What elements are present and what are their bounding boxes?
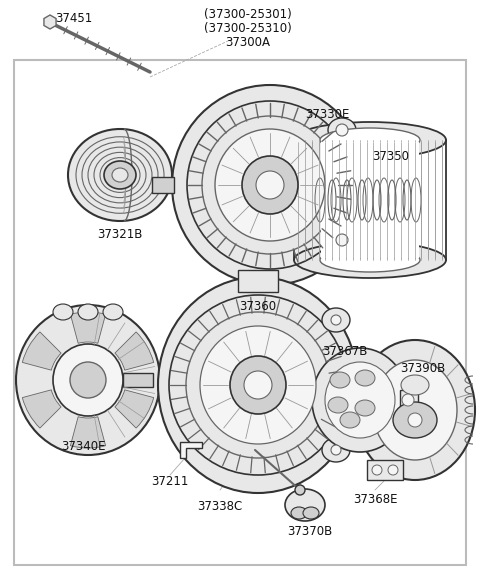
Text: 37368E: 37368E [353,493,397,506]
Ellipse shape [70,362,106,398]
Wedge shape [71,417,106,448]
Ellipse shape [291,507,307,519]
Ellipse shape [322,438,350,462]
Circle shape [331,445,341,455]
Ellipse shape [112,168,128,182]
Ellipse shape [355,340,475,480]
Wedge shape [22,332,61,370]
Polygon shape [180,442,202,458]
Text: (37300-25301): (37300-25301) [204,8,292,21]
Circle shape [402,394,414,406]
Ellipse shape [320,248,420,272]
Wedge shape [115,332,154,370]
Text: 37350: 37350 [372,150,409,163]
Text: 37211: 37211 [151,475,189,488]
Ellipse shape [330,372,350,388]
Ellipse shape [401,375,429,395]
Bar [152,177,174,193]
Bar [14,60,466,565]
Ellipse shape [303,507,319,519]
Circle shape [388,465,398,475]
Circle shape [331,315,341,325]
Ellipse shape [328,397,348,413]
Ellipse shape [355,370,375,386]
Ellipse shape [104,161,136,189]
Bar [400,390,418,410]
Wedge shape [71,312,106,343]
Ellipse shape [322,308,350,332]
Ellipse shape [294,242,446,278]
Ellipse shape [393,402,437,438]
Bar [123,373,153,387]
Text: 37321B: 37321B [97,228,143,241]
Circle shape [372,465,382,475]
Ellipse shape [53,344,123,416]
Ellipse shape [340,412,360,428]
Circle shape [408,413,422,427]
Text: 37340E: 37340E [61,440,105,453]
Text: 37330E: 37330E [305,108,349,121]
Ellipse shape [103,304,123,320]
Ellipse shape [172,85,368,285]
Ellipse shape [78,304,98,320]
Text: (37300-25310): (37300-25310) [204,22,292,35]
Wedge shape [115,390,154,428]
Ellipse shape [215,129,325,241]
Ellipse shape [158,277,358,493]
Bar [321,142,419,258]
Circle shape [336,234,348,246]
Ellipse shape [320,128,420,152]
Ellipse shape [202,116,338,254]
Text: 37360: 37360 [240,300,276,313]
Ellipse shape [16,305,160,455]
Text: 37390B: 37390B [400,362,445,375]
Text: 37451: 37451 [55,12,92,25]
Ellipse shape [186,312,330,458]
Circle shape [295,485,305,495]
Ellipse shape [355,400,375,416]
Ellipse shape [256,171,284,199]
Circle shape [336,124,348,136]
Ellipse shape [328,228,356,252]
Bar [238,270,278,292]
Bar [367,460,403,480]
Ellipse shape [68,129,172,221]
Ellipse shape [242,156,298,214]
Ellipse shape [53,304,73,320]
Ellipse shape [294,122,446,158]
Text: 37370B: 37370B [288,525,333,538]
Ellipse shape [325,362,395,438]
Text: 37300A: 37300A [226,36,271,49]
Ellipse shape [328,118,356,142]
Ellipse shape [373,360,457,460]
Text: 37338C: 37338C [197,500,242,513]
Text: 37367B: 37367B [322,345,368,358]
Wedge shape [22,390,61,428]
Ellipse shape [200,326,316,444]
Ellipse shape [312,348,408,452]
Polygon shape [44,15,56,29]
Ellipse shape [244,371,272,399]
Ellipse shape [285,489,325,521]
Ellipse shape [230,356,286,414]
